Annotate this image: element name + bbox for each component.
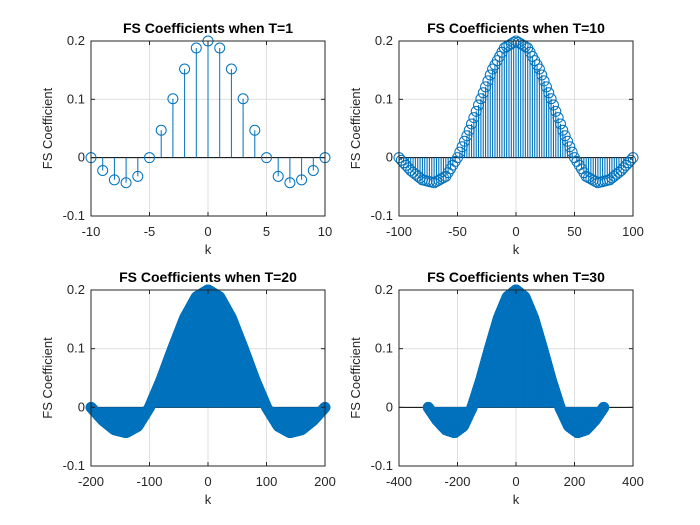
stem-marker bbox=[564, 141, 576, 153]
stem-marker bbox=[540, 81, 552, 93]
y-tick-label: 0.1 bbox=[67, 341, 85, 356]
x-tick-label: 5 bbox=[263, 224, 270, 239]
stem-marker bbox=[550, 105, 562, 117]
stem-marker bbox=[552, 112, 564, 124]
chart-title: FS Coefficients when T=1 bbox=[123, 20, 293, 36]
y-tick-label: 0 bbox=[78, 150, 85, 165]
x-tick-label: 200 bbox=[314, 474, 336, 489]
subplot-2: -100 -50 0 50 100 -0.1 0 0.1 0.2 FS Coefficients … bbox=[348, 20, 644, 257]
chart-title: FS Coefficients when T=20 bbox=[119, 269, 297, 285]
stem-marker bbox=[545, 93, 557, 105]
stem-marker bbox=[214, 42, 226, 54]
stem-marker bbox=[249, 124, 261, 136]
y-tick-label: 0.1 bbox=[67, 91, 85, 106]
stem-marker bbox=[547, 99, 559, 111]
x-tick-label: -100 bbox=[386, 224, 412, 239]
stem-marker bbox=[538, 75, 550, 87]
x-tick-label: 100 bbox=[622, 224, 644, 239]
stem-marker bbox=[307, 165, 319, 176]
y-tick-label: -0.1 bbox=[63, 458, 85, 473]
y-tick-label: 0 bbox=[78, 399, 85, 414]
x-tick-label: 0 bbox=[204, 474, 211, 489]
stem-marker bbox=[120, 177, 132, 189]
y-axis-label: FS Coefficient bbox=[40, 87, 55, 169]
x-tick-label: 0 bbox=[512, 224, 519, 239]
x-tick-label: 0 bbox=[204, 224, 211, 239]
chart-title: FS Coefficients when T=10 bbox=[427, 20, 605, 36]
stem-marker bbox=[108, 174, 120, 186]
stem-marker bbox=[190, 42, 202, 54]
stem-marker bbox=[155, 124, 167, 136]
x-axis-label: k bbox=[513, 242, 520, 257]
y-axis-label: FS Coefficient bbox=[40, 337, 55, 419]
stem-marker bbox=[97, 165, 109, 176]
stem-marker bbox=[237, 93, 249, 105]
stem-marker bbox=[261, 152, 272, 164]
x-tick-label: -50 bbox=[448, 224, 467, 239]
y-axis-label: FS Coefficient bbox=[348, 87, 363, 169]
stem-marker bbox=[559, 130, 571, 142]
stem-marker bbox=[296, 174, 308, 186]
stem-marker bbox=[144, 152, 155, 164]
stem-marker bbox=[179, 63, 191, 75]
x-axis-label: k bbox=[205, 492, 212, 507]
stem-marker bbox=[561, 135, 573, 147]
y-tick-label: 0.2 bbox=[375, 33, 393, 48]
stem-marker bbox=[566, 146, 578, 158]
stem-marker bbox=[132, 170, 144, 182]
y-tick-label: -0.1 bbox=[371, 208, 393, 223]
stem-marker bbox=[284, 177, 296, 189]
stem-marker bbox=[557, 124, 569, 136]
y-tick-label: 0 bbox=[386, 150, 393, 165]
subplot-3: -200 -100 0 100 200 -0.1 0 0.1 0.2 FS Coefficient… bbox=[40, 269, 336, 507]
x-tick-label: 10 bbox=[318, 224, 332, 239]
y-tick-label: 0.2 bbox=[67, 282, 85, 297]
subplot-4: -400 -200 0 200 400-0.100.10.2FS Coefficient… bbox=[348, 269, 644, 507]
stem-marker bbox=[536, 69, 548, 81]
stem-marker bbox=[543, 87, 555, 99]
subplot-1: -10 -5 0 5 10 -0.1 0 0.1 0.2 FS Coefficients when… bbox=[40, 20, 332, 257]
stem-marker bbox=[167, 93, 179, 105]
x-tick-label: -200 bbox=[78, 474, 104, 489]
x-axis-label: k bbox=[205, 242, 212, 257]
stem-series bbox=[393, 35, 639, 189]
stem-marker bbox=[272, 170, 284, 182]
stem-marker bbox=[225, 63, 237, 75]
y-tick-label: 0.2 bbox=[67, 33, 85, 48]
x-tick-label: 100 bbox=[256, 474, 278, 489]
stem-marker bbox=[625, 154, 637, 166]
x-tick-label: -100 bbox=[136, 474, 162, 489]
stem-marker bbox=[533, 63, 545, 75]
x-tick-label: 50 bbox=[567, 224, 581, 239]
y-tick-label: -0.1 bbox=[63, 208, 85, 223]
stem-series bbox=[422, 284, 610, 439]
stem-marker bbox=[554, 118, 566, 130]
y-tick-label: 0.1 bbox=[375, 91, 393, 106]
x-tick-label: -10 bbox=[82, 224, 101, 239]
x-tick-label: -5 bbox=[144, 224, 156, 239]
